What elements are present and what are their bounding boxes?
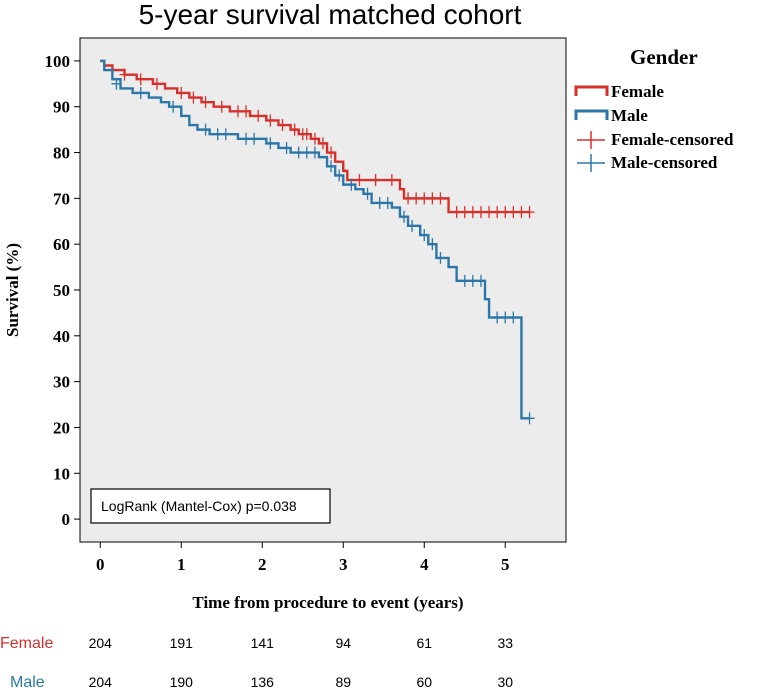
- female-risk-count: 191: [170, 635, 194, 651]
- male-censor-mark: [135, 86, 146, 99]
- male-censor-mark: [249, 132, 260, 145]
- female-censor-mark: [386, 174, 397, 187]
- female-censored-legend-label: Female-censored: [611, 130, 734, 149]
- y-axis: 0 10 20 30 40 50 60 70 80 90 100: [45, 52, 80, 529]
- female-legend-label: Female: [611, 82, 664, 101]
- female-censor-mark: [309, 132, 320, 145]
- female-censor-mark: [301, 128, 312, 141]
- male-censor-mark: [524, 412, 535, 425]
- female-censor-mark: [119, 68, 130, 81]
- male-censor-mark: [334, 169, 345, 182]
- female-censor-mark: [253, 109, 264, 122]
- x-tick-label: 1: [177, 555, 186, 574]
- male-censor-mark: [281, 141, 292, 154]
- male-censor-mark: [111, 77, 122, 90]
- y-tick-label: 50: [53, 281, 70, 300]
- y-tick-label: 30: [53, 373, 70, 392]
- female-censor-mark: [188, 91, 199, 104]
- plot-area: [79, 37, 567, 543]
- female-censor-mark: [277, 119, 288, 132]
- male-risk-count: 204: [89, 674, 113, 690]
- x-tick-label: 2: [258, 555, 267, 574]
- female-risk-row-label: Female: [0, 635, 53, 652]
- male-risk-row-label: Male: [10, 674, 45, 691]
- male-censor-mark: [435, 251, 446, 264]
- logrank-annotation: LogRank (Mantel-Cox) p=0.038: [101, 498, 297, 514]
- male-censor-mark: [220, 128, 231, 141]
- female-risk-count: 141: [251, 635, 275, 651]
- male-risk-count: 190: [170, 674, 194, 690]
- female-censor-mark: [135, 73, 146, 86]
- x-tick-label: 5: [501, 555, 510, 574]
- female-censor-mark: [318, 137, 328, 150]
- x-axis-label: Time from procedure to event (years): [192, 593, 463, 612]
- y-tick-label: 70: [53, 189, 70, 208]
- female-risk-count: 94: [335, 635, 351, 651]
- female-censor-mark: [151, 77, 162, 90]
- male-legend-label: Male: [611, 106, 648, 125]
- y-tick-label: 20: [53, 418, 70, 437]
- male-censor-mark: [309, 146, 320, 159]
- female-censor-mark: [241, 105, 252, 118]
- male-censor-mark: [419, 229, 430, 242]
- y-tick-label: 60: [53, 235, 70, 254]
- x-tick-label: 0: [96, 555, 105, 574]
- male-risk-count: 89: [335, 674, 351, 690]
- risk-table: Female 204 191 141 94 61 33 Male 204 190 136 89 60 30: [0, 635, 513, 691]
- legend-title: Gender: [630, 45, 698, 69]
- female-censor-mark: [326, 146, 337, 159]
- female-censor-mark: [524, 206, 535, 219]
- female-censor-mark: [265, 114, 276, 127]
- male-censor-mark: [399, 210, 409, 223]
- chart-title: 5-year survival matched cohort: [139, 0, 522, 30]
- y-tick-label: 10: [53, 464, 70, 483]
- female-censor-mark: [435, 192, 446, 205]
- male-censor-mark: [427, 238, 438, 251]
- male-censor-mark: [508, 311, 519, 324]
- female-censor-mark: [289, 123, 300, 136]
- male-censor-mark: [265, 137, 276, 150]
- series-layer: [100, 59, 535, 425]
- y-tick-label: 0: [62, 510, 71, 529]
- female-censor-mark: [200, 96, 211, 109]
- male-risk-count: 136: [251, 674, 275, 690]
- male-censor-mark: [346, 178, 357, 191]
- y-tick-label: 40: [53, 327, 70, 346]
- male-censor-mark: [168, 100, 179, 113]
- y-tick-label: 80: [53, 144, 70, 163]
- female-legend-swatch: [574, 85, 609, 96]
- female-risk-count: 33: [497, 635, 513, 651]
- legend: Gender Female Male Female-censored Male-cen…: [574, 45, 734, 172]
- male-censor-mark: [326, 160, 337, 173]
- male-censor-mark: [407, 219, 418, 232]
- male-legend-swatch: [574, 109, 609, 120]
- male-censor-mark: [382, 196, 393, 209]
- x-tick-label: 4: [420, 555, 429, 574]
- x-axis: 0 1 2 3 4 5: [96, 542, 510, 574]
- female-censored-legend-swatch: [577, 131, 605, 149]
- male-risk-count: 30: [497, 674, 513, 690]
- y-tick-label: 100: [45, 52, 71, 71]
- female-censor-mark: [216, 100, 227, 113]
- x-tick-label: 3: [339, 555, 348, 574]
- male-censored-legend-label: Male-censored: [611, 153, 718, 172]
- female-risk-count: 61: [416, 635, 432, 651]
- female-censor-mark: [354, 174, 365, 187]
- male-survival-curve: [100, 59, 530, 420]
- male-censor-mark: [475, 274, 486, 287]
- y-tick-label: 90: [53, 98, 70, 117]
- female-censor-mark: [370, 174, 381, 187]
- female-risk-count: 204: [89, 635, 113, 651]
- male-risk-count: 60: [416, 674, 432, 690]
- male-censored-legend-swatch: [577, 154, 605, 172]
- male-censor-mark: [362, 187, 373, 200]
- male-censor-mark: [200, 123, 211, 136]
- female-censor-mark: [176, 86, 187, 99]
- logrank-box: [90, 488, 331, 524]
- y-axis-label: Survival (%): [3, 243, 22, 337]
